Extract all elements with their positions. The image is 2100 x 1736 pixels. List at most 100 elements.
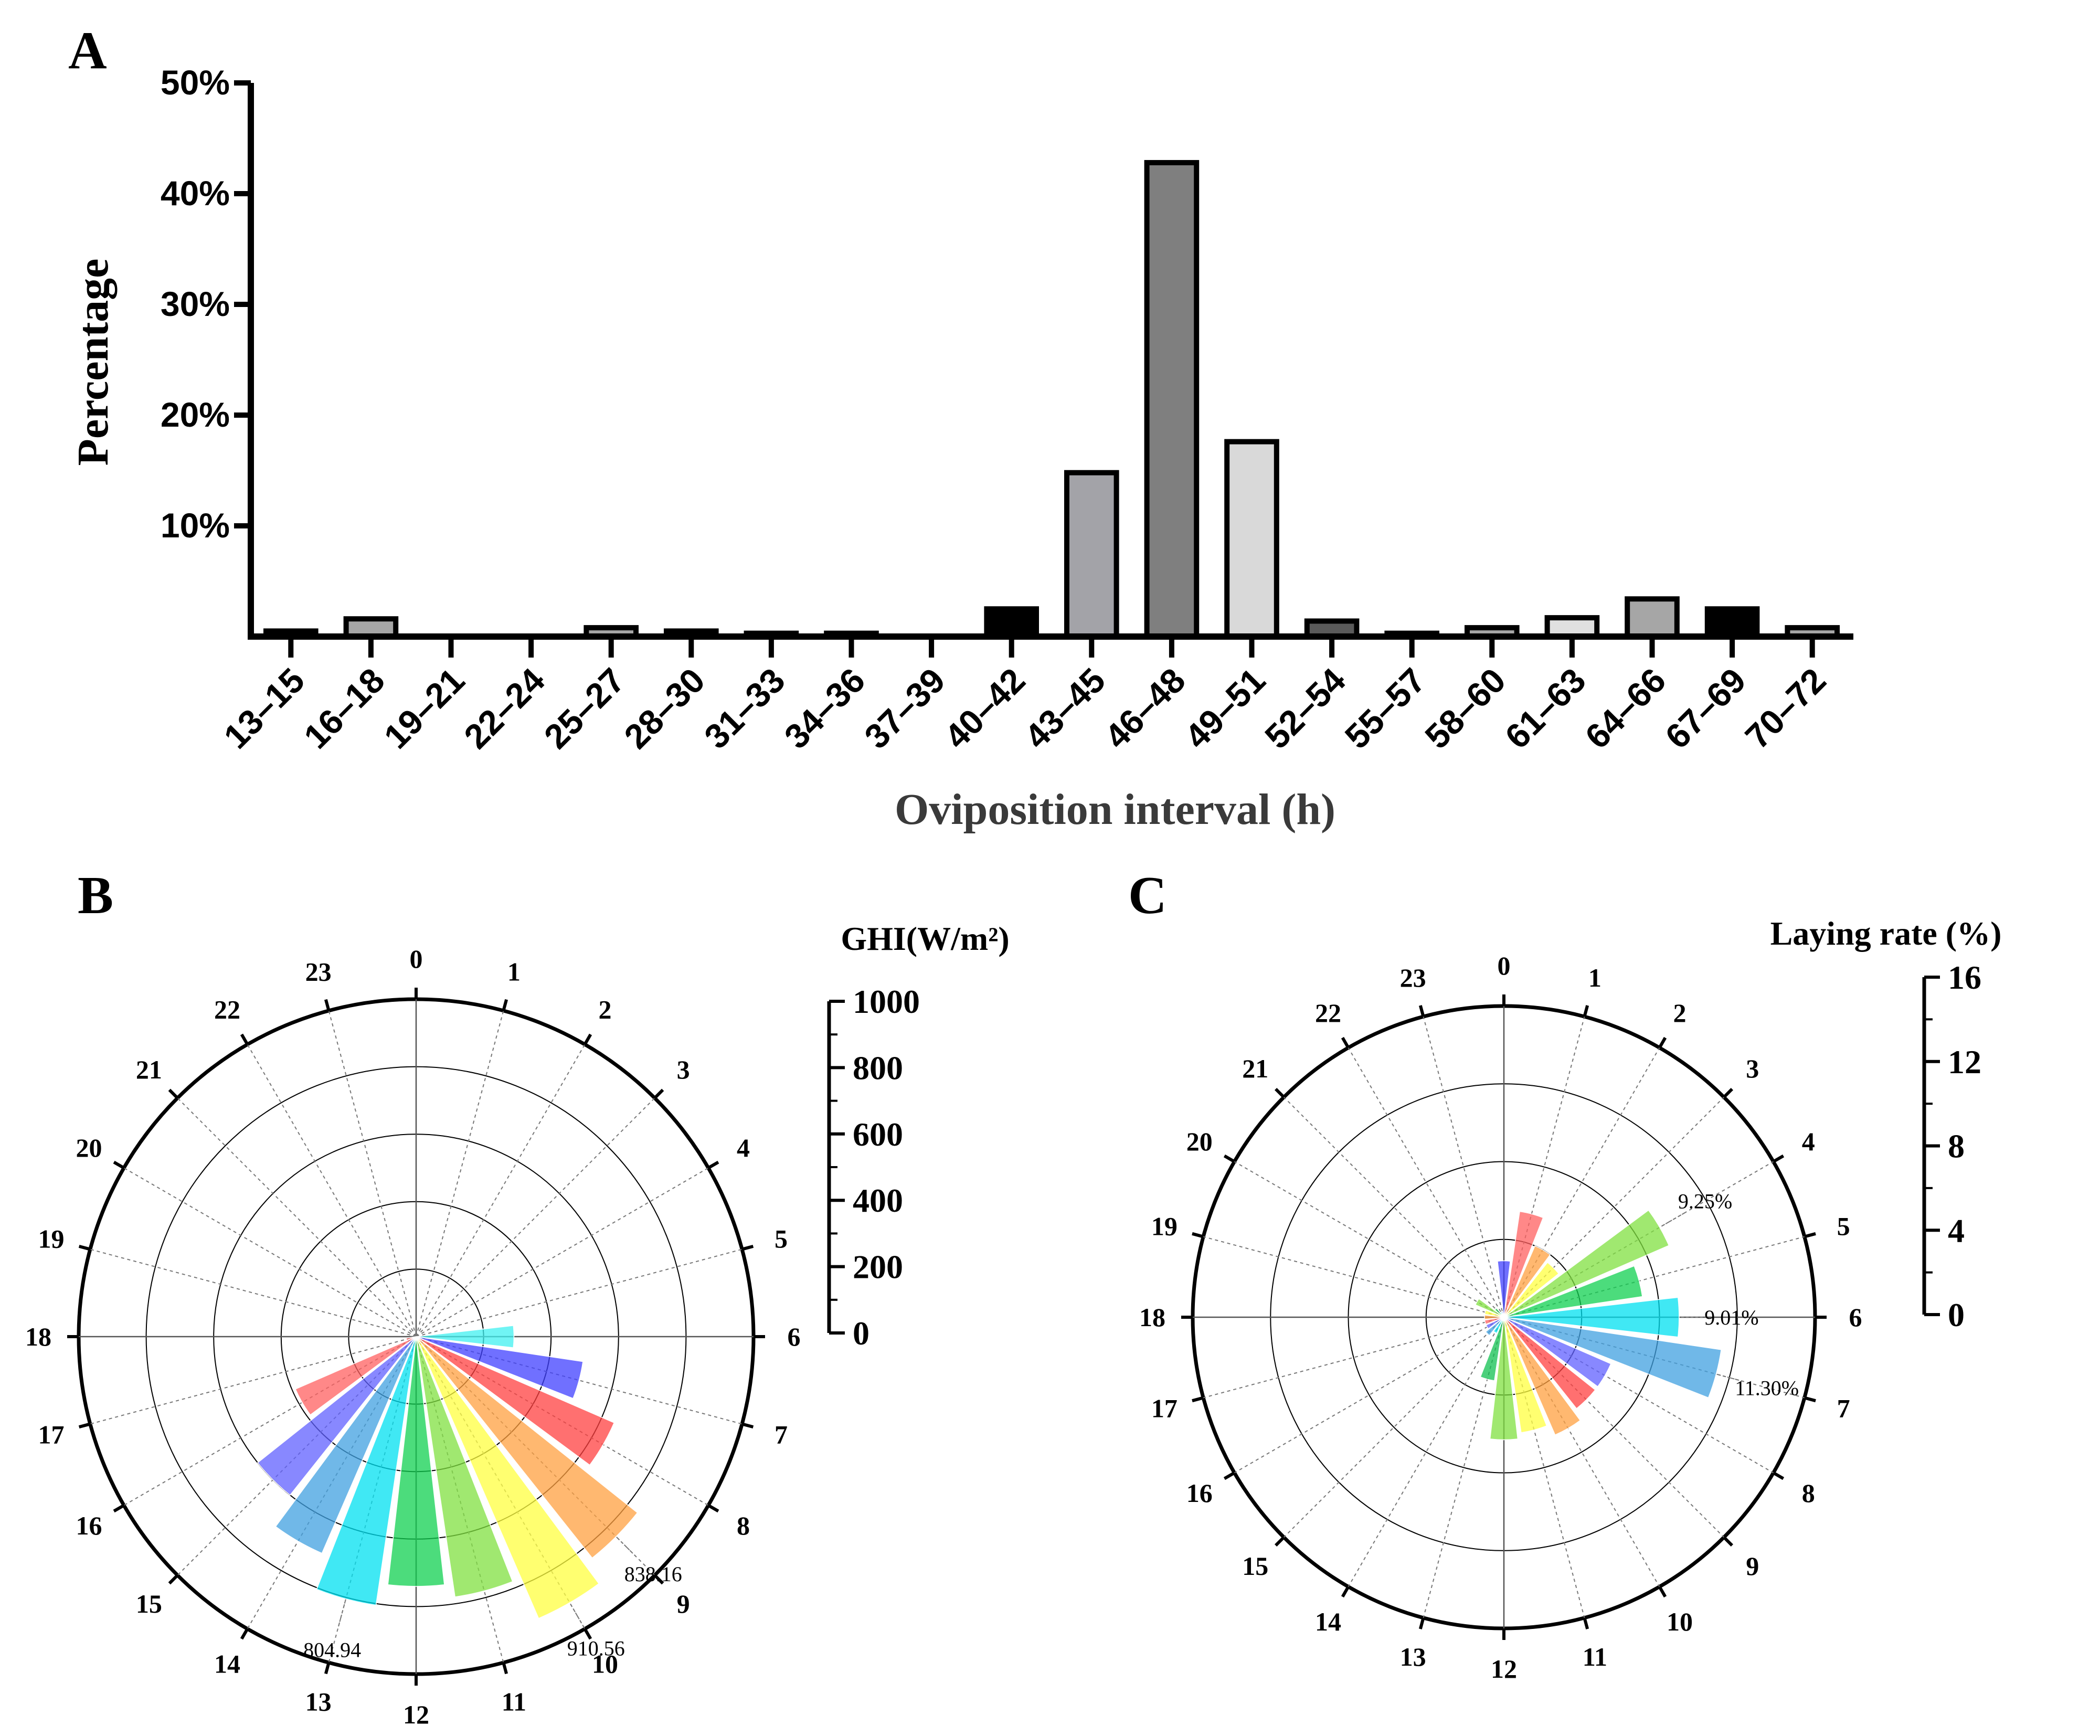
hour-tick-label: 11 xyxy=(502,1687,526,1716)
polar-bar xyxy=(1503,1317,1611,1388)
a-bar xyxy=(1064,470,1119,639)
polar-bar xyxy=(1503,1317,1722,1399)
hour-tick-mark xyxy=(1275,1088,1285,1098)
hour-tick-mark xyxy=(741,1422,754,1429)
hour-tick-mark xyxy=(1192,1396,1204,1403)
panel-b-polar-chart: B 0 1234567891011121314151617181920212223… xyxy=(25,866,1010,1729)
spoke-line xyxy=(247,1044,417,1337)
polar-bar xyxy=(1503,1317,1581,1436)
a-bar xyxy=(984,606,1040,639)
hour-tick-label: 13 xyxy=(305,1687,332,1716)
spoke-line xyxy=(90,1248,417,1337)
scale-tick-label: 600 xyxy=(853,1116,903,1153)
panel-letter-b: B xyxy=(78,866,113,925)
hour-tick-mark xyxy=(1804,1396,1816,1403)
hour-tick-label: 15 xyxy=(1242,1551,1268,1581)
spoke-line xyxy=(1234,1317,1504,1474)
hour-tick-mark xyxy=(741,1244,754,1251)
a-x-tick-label: 22–24 xyxy=(457,660,552,756)
hour-tick-label: 0 xyxy=(1498,951,1511,980)
hour-tick-mark xyxy=(653,1574,664,1585)
panel-c-polar-chart: C 0 1234567891011121314151617181920212223… xyxy=(1128,866,2001,1684)
hour-tick-label: 9 xyxy=(1746,1551,1759,1581)
hour-tick-label: 19 xyxy=(38,1224,65,1254)
hour-tick-label: 7 xyxy=(1837,1393,1850,1423)
spoke-line xyxy=(1203,1317,1504,1399)
spoke-line xyxy=(416,1010,504,1337)
polar-bar xyxy=(275,1336,417,1554)
hour-tick-label: 7 xyxy=(775,1420,788,1449)
hour-tick-label: 6 xyxy=(1849,1303,1862,1332)
hour-tick-mark xyxy=(78,1422,91,1429)
a-bar xyxy=(1224,439,1279,639)
a-x-tick-label: 61–63 xyxy=(1498,661,1593,756)
hour-tick-mark xyxy=(1773,1471,1785,1480)
a-x-tick-label: 67–69 xyxy=(1658,661,1753,756)
polar-bar xyxy=(1503,1262,1560,1318)
hour-tick-mark xyxy=(1723,1088,1733,1098)
hour-tick-label: 2 xyxy=(1673,998,1687,1028)
hour-tick-mark xyxy=(1275,1536,1285,1547)
hour-tick-label: 4 xyxy=(1802,1127,1815,1156)
hour-tick-mark xyxy=(1192,1232,1204,1239)
polar-bar xyxy=(416,1336,513,1597)
spoke-line xyxy=(1348,1317,1504,1587)
spoke-line xyxy=(1203,1236,1504,1318)
value-annotation: 9.25% xyxy=(1678,1190,1732,1213)
a-y-tick-label: 50% xyxy=(161,63,230,102)
hour-tick-label: 6 xyxy=(788,1322,801,1351)
scale-tick-label: 800 xyxy=(853,1049,903,1086)
hour-tick-mark xyxy=(1583,1617,1589,1629)
polar-bar xyxy=(416,1325,515,1348)
hour-tick-label: 21 xyxy=(136,1055,162,1084)
hour-tick-label: 18 xyxy=(25,1322,51,1351)
polar-bar xyxy=(295,1336,417,1416)
a-y-tick-label: 10% xyxy=(161,506,230,545)
hour-tick-label: 12 xyxy=(403,1700,429,1729)
polar-bar xyxy=(387,1336,445,1587)
scale-tick-label: 12 xyxy=(1948,1043,1981,1081)
polar-bar xyxy=(1503,1297,1680,1338)
hour-tick-mark xyxy=(1658,1586,1667,1598)
hour-tick-label: 21 xyxy=(1242,1054,1268,1083)
c-polar-plot: 0 12345678910111213141516171819202122239.… xyxy=(1139,951,1862,1684)
spoke-line xyxy=(416,1167,709,1337)
scale-title: Laying rate (%) xyxy=(1770,915,2002,952)
hour-tick-mark xyxy=(1723,1536,1733,1547)
a-bar xyxy=(1704,606,1760,639)
spoke-line xyxy=(123,1167,417,1337)
polar-bar xyxy=(406,1336,417,1341)
hour-tick-label: 22 xyxy=(1315,998,1341,1028)
value-annotation: 910.56 xyxy=(567,1637,625,1660)
hour-tick-label: 0 xyxy=(410,944,423,973)
hour-tick-label: 16 xyxy=(1186,1478,1213,1508)
hour-tick-label: 14 xyxy=(214,1649,240,1679)
spoke-line xyxy=(416,1248,743,1337)
scale-tick-label: 16 xyxy=(1948,959,1981,996)
hour-tick-mark xyxy=(502,1662,508,1675)
polar-bar xyxy=(1489,1317,1519,1441)
a-x-tick-label: 37–39 xyxy=(857,661,952,756)
a-bar xyxy=(1625,596,1680,640)
hour-tick-label: 10 xyxy=(592,1649,618,1679)
scale-tick-label: 1000 xyxy=(853,983,920,1020)
spoke-line xyxy=(1423,1016,1504,1318)
a-x-axis-title: Oviposition interval (h) xyxy=(895,785,1335,834)
panel-a-bar-chart: A Percentage Oviposition interval (h) 10… xyxy=(68,21,1853,834)
spoke-line xyxy=(1283,1096,1504,1318)
a-y-ticks: 10% 20% 30% 40% 50% xyxy=(161,63,251,545)
a-x-tick-label: 19–21 xyxy=(376,661,472,756)
polar-bar xyxy=(416,1336,584,1399)
hour-tick-mark xyxy=(240,1033,249,1045)
hour-tick-label: 17 xyxy=(38,1420,65,1449)
hour-tick-label: 8 xyxy=(1802,1478,1815,1508)
polar-bar xyxy=(1503,1265,1643,1318)
hour-tick-label: 8 xyxy=(737,1511,750,1540)
value-annotation: 11.30% xyxy=(1735,1376,1799,1400)
hour-tick-mark xyxy=(1223,1471,1235,1480)
polar-bar xyxy=(257,1336,417,1496)
panel-letter-c: C xyxy=(1128,866,1167,925)
polar-bar xyxy=(1480,1317,1504,1381)
scale-tick-label: 0 xyxy=(1948,1296,1965,1333)
